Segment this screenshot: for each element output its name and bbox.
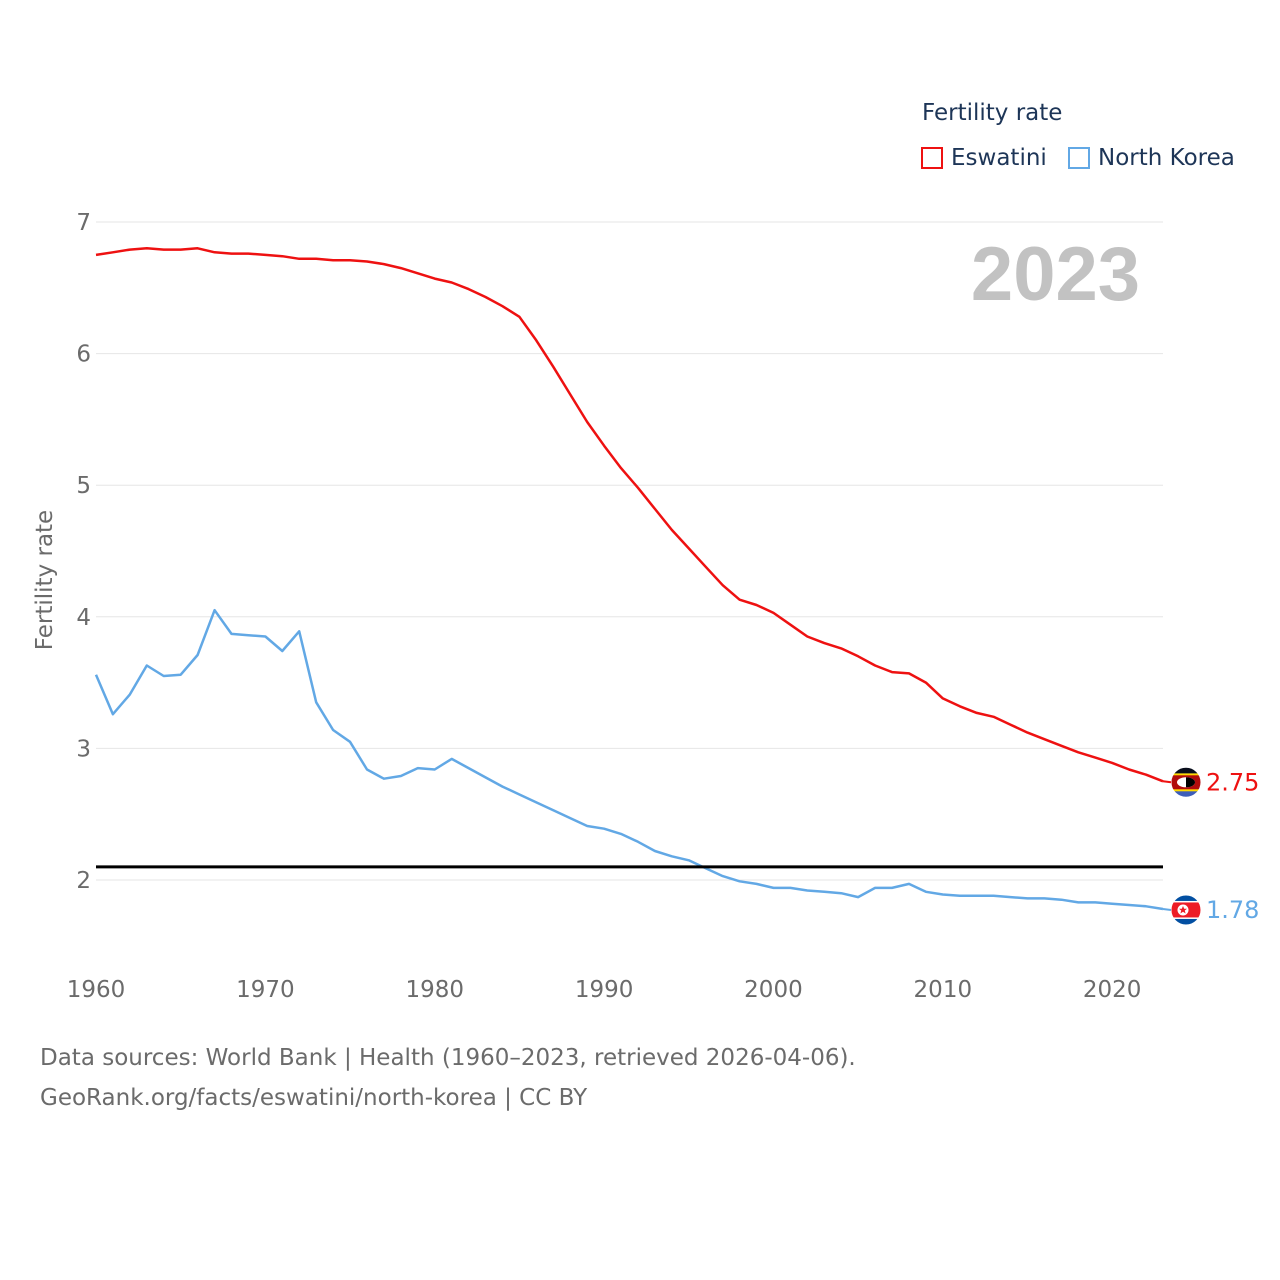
- series-line-north-korea: [94, 608, 1164, 911]
- end-markers: 2.75 1.78: [1162, 766, 1259, 926]
- series-lines: [94, 247, 1164, 911]
- legend-swatch-north-korea: [1068, 147, 1090, 169]
- x-tick-label: 1980: [405, 977, 464, 1003]
- y-tick-label: 3: [76, 736, 91, 762]
- gridlines: [96, 221, 1163, 881]
- eswatini-flag-icon: [1170, 766, 1202, 798]
- y-tick-label: 2: [76, 868, 91, 894]
- x-tick-label: 1990: [575, 977, 634, 1003]
- x-tick-label: 2010: [914, 977, 973, 1003]
- legend-title: Fertility rate: [922, 100, 1063, 126]
- year-label: 2023: [971, 232, 1140, 317]
- x-tick-label: 2000: [744, 977, 803, 1003]
- x-tick-label: 1960: [67, 977, 126, 1003]
- end-connector: [1162, 907, 1172, 911]
- legend-label-north-korea: North Korea: [1098, 145, 1235, 171]
- y-axis-label: Fertility rate: [32, 510, 58, 650]
- north-korea-flag-icon: [1170, 894, 1202, 926]
- end-connector: [1162, 780, 1172, 784]
- end-value-label: 2.75: [1206, 768, 1259, 796]
- x-axis-ticks: 1960 1970 1980 1990 2000 2010 2020: [67, 977, 1142, 1003]
- end-value-label: 1.78: [1206, 896, 1259, 924]
- footer-sources: Data sources: World Bank | Health (1960–…: [40, 1045, 856, 1071]
- y-tick-label: 5: [76, 473, 91, 499]
- x-tick-label: 2020: [1083, 977, 1142, 1003]
- legend-item-north-korea[interactable]: North Korea: [1068, 142, 1235, 174]
- legend-swatch-eswatini: [921, 147, 943, 169]
- y-tick-label: 6: [76, 342, 91, 368]
- legend-label-eswatini: Eswatini: [951, 145, 1047, 171]
- y-tick-label: 7: [76, 210, 91, 236]
- x-tick-label: 1970: [236, 977, 295, 1003]
- series-line-eswatini: [95, 247, 1164, 783]
- footer-attribution: GeoRank.org/facts/eswatini/north-korea |…: [40, 1085, 588, 1111]
- y-tick-label: 4: [76, 605, 91, 631]
- y-axis-ticks: 2 3 4 5 6 7: [76, 210, 91, 894]
- legend-item-eswatini[interactable]: Eswatini: [921, 142, 1047, 174]
